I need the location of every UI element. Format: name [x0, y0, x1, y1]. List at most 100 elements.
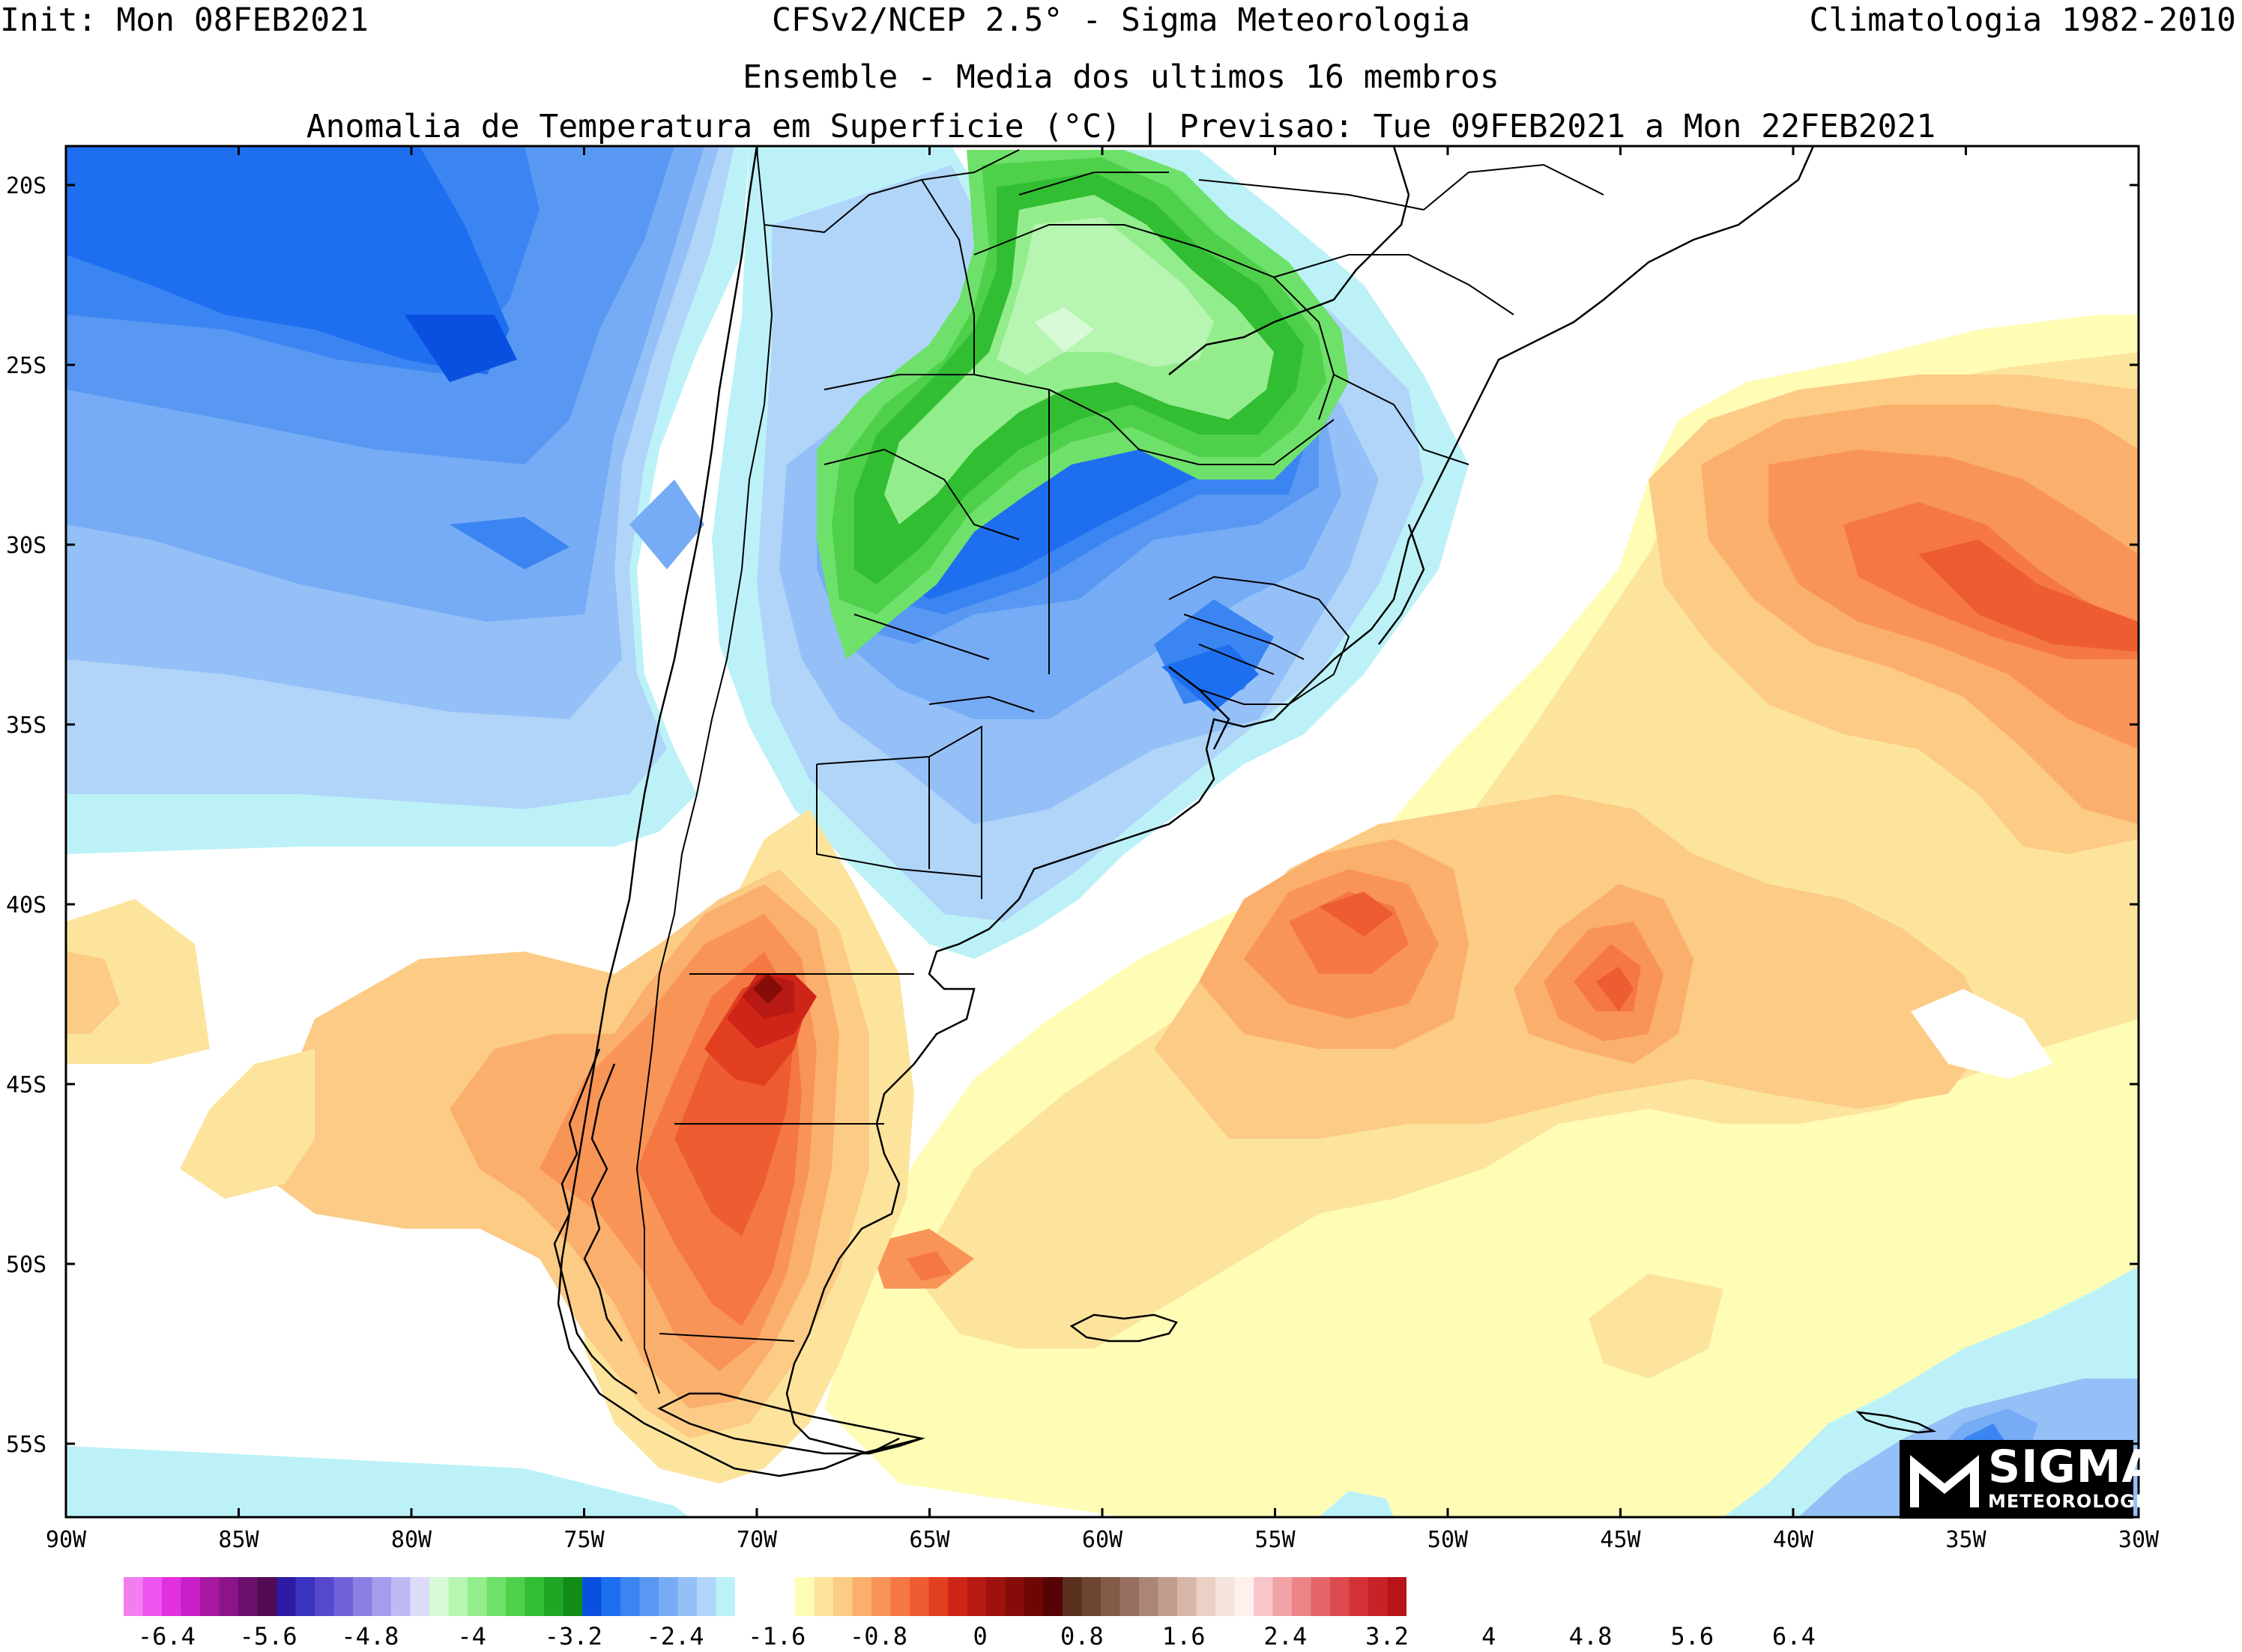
- colorbar-swatch: [1139, 1577, 1158, 1616]
- colorbar-swatch: [142, 1577, 162, 1616]
- sigma-logo: SIGMA METEOROLOGIA: [1900, 1440, 2157, 1519]
- colorbar-swatch: [295, 1577, 315, 1616]
- sigma-m-icon: [1910, 1455, 1979, 1507]
- colorbar-swatch: [910, 1577, 929, 1616]
- logo-title: SIGMA: [1988, 1441, 2157, 1493]
- lat-tick-label: 30S: [6, 533, 46, 559]
- colorbar-tick-label: -0.8: [849, 1622, 907, 1651]
- colorbar-swatch: [124, 1577, 143, 1616]
- lat-tick-label: 35S: [6, 712, 46, 739]
- colorbar-tick-label: 6.4: [1772, 1622, 1816, 1651]
- colorbar-swatch: [238, 1577, 258, 1616]
- colorbar-swatch: [391, 1577, 411, 1616]
- lon-tick-label: 75W: [563, 1527, 605, 1553]
- colorbar-swatch: [353, 1577, 372, 1616]
- colorbar-tick-label: 4.8: [1568, 1622, 1613, 1651]
- colorbar-swatch: [372, 1577, 391, 1616]
- lon-tick-label: 55W: [1254, 1527, 1296, 1553]
- lon-tick-label: 70W: [737, 1527, 778, 1553]
- colorbar-swatch: [1368, 1577, 1388, 1616]
- colorbar-swatch: [410, 1577, 429, 1616]
- colorbar-tick-label: -6.4: [137, 1622, 196, 1651]
- lon-tick-label: 30W: [2118, 1527, 2160, 1553]
- colorbar-swatch: [200, 1577, 220, 1616]
- colorbar-tick-label: 4: [1481, 1622, 1496, 1651]
- colorbar-tick-label: -1.6: [748, 1622, 806, 1651]
- anomaly-field: [66, 146, 2139, 1517]
- lon-tick-label: 35W: [1945, 1527, 1986, 1553]
- model-title: CFSv2/NCEP 2.5° - Sigma Meteorologia: [772, 1, 1470, 39]
- colorbar-swatch: [1120, 1577, 1139, 1616]
- colorbar-swatch: [890, 1577, 910, 1616]
- colorbar-swatch: [639, 1577, 659, 1616]
- lon-tick-label: 50W: [1427, 1527, 1469, 1553]
- colorbar-swatch: [1158, 1577, 1177, 1616]
- colorbar-tick-label: 2.4: [1263, 1622, 1308, 1651]
- colorbar-swatch: [1196, 1577, 1215, 1616]
- colorbar-swatch: [486, 1577, 506, 1616]
- logo-subtitle: METEOROLOGIA: [1988, 1491, 2158, 1512]
- colorbar-swatch: [677, 1577, 697, 1616]
- colorbar-swatch: [1272, 1577, 1292, 1616]
- lon-tick-label: 60W: [1082, 1527, 1123, 1553]
- colorbar-tick-label: 0: [973, 1622, 988, 1651]
- colorbar-swatch: [871, 1577, 891, 1616]
- colorbar-tick-label: -2.4: [646, 1622, 704, 1651]
- colorbar-swatch: [1005, 1577, 1024, 1616]
- colorbar-swatch: [1101, 1577, 1120, 1616]
- colorbar-swatch: [563, 1577, 582, 1616]
- init-date-text: Init: Mon 08FEB2021: [0, 1, 369, 39]
- ensemble-subtitle: Ensemble - Media dos ultimos 16 membros: [743, 58, 1499, 96]
- colorbar-swatch: [1215, 1577, 1235, 1616]
- colorbar-swatch: [967, 1577, 986, 1616]
- colorbar-swatch: [948, 1577, 967, 1616]
- colorbar-swatch: [814, 1577, 833, 1616]
- colorbar-swatch: [697, 1577, 716, 1616]
- colorbar-swatch: [1234, 1577, 1254, 1616]
- colorbar-swatch: [448, 1577, 468, 1616]
- colorbar-swatch: [1330, 1577, 1350, 1616]
- lon-tick-label: 45W: [1600, 1527, 1641, 1553]
- colorbar-swatch: [601, 1577, 620, 1616]
- colorbar: [124, 1577, 1406, 1616]
- colorbar-swatch: [506, 1577, 525, 1616]
- latitude-labels: 20S 25S 30S 35S 40S 45S 50S 55S: [6, 173, 46, 1458]
- colorbar-tick-label: 5.6: [1670, 1622, 1714, 1651]
- lon-tick-label: 80W: [391, 1527, 432, 1553]
- lat-tick-label: 50S: [6, 1252, 46, 1278]
- climatology-text: Climatologia 1982-2010: [1809, 1, 2236, 39]
- colorbar-swatch: [162, 1577, 181, 1616]
- colorbar-swatch: [986, 1577, 1006, 1616]
- colorbar-tick-label: -5.6: [239, 1622, 297, 1651]
- colorbar-swatch: [429, 1577, 449, 1616]
- lat-tick-label: 20S: [6, 173, 46, 199]
- colorbar-swatch: [1063, 1577, 1082, 1616]
- colorbar-tick-label: -4.8: [341, 1622, 399, 1651]
- colorbar-swatch: [277, 1577, 296, 1616]
- colorbar-swatch: [1311, 1577, 1330, 1616]
- colorbar-swatch: [795, 1577, 815, 1616]
- colorbar-swatch: [1177, 1577, 1197, 1616]
- tick-marks: [64, 146, 2140, 1517]
- colorbar-swatch: [582, 1577, 602, 1616]
- lat-tick-label: 55S: [6, 1432, 46, 1458]
- colorbar-swatch: [525, 1577, 544, 1616]
- colorbar-swatch: [181, 1577, 200, 1616]
- colorbar-tick-label: 1.6: [1161, 1622, 1206, 1651]
- colorbar-swatch: [1349, 1577, 1368, 1616]
- colorbar-swatch: [1024, 1577, 1044, 1616]
- colorbar-swatch: [257, 1577, 277, 1616]
- colorbar-tick-label: 3.2: [1365, 1622, 1409, 1651]
- colorbar-swatch: [544, 1577, 563, 1616]
- coastlines: [553, 145, 1937, 1477]
- colorbar-swatch: [1387, 1577, 1406, 1616]
- colorbar-swatch: [468, 1577, 487, 1616]
- colorbar-swatch: [620, 1577, 640, 1616]
- lon-tick-label: 65W: [909, 1527, 950, 1553]
- colorbar-swatch: [315, 1577, 334, 1616]
- colorbar-swatch: [1081, 1577, 1101, 1616]
- colorbar-swatch: [333, 1577, 353, 1616]
- colorbar-swatch: [716, 1577, 735, 1616]
- lat-tick-label: 25S: [6, 353, 46, 379]
